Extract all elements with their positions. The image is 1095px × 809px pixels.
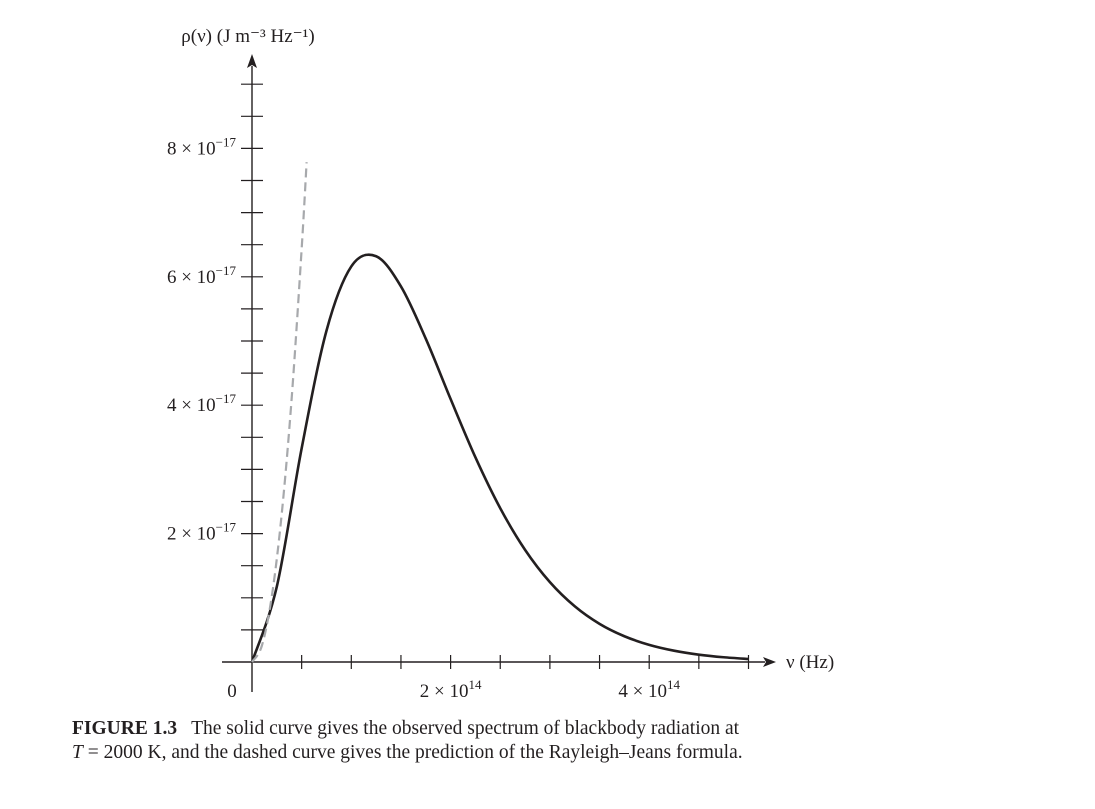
caption-text-2: = 2000 K, and the dashed curve gives the… bbox=[82, 742, 743, 763]
y-tick-label: 2 × 10−17 bbox=[167, 520, 237, 545]
y-axis-arrow-icon bbox=[247, 54, 257, 68]
tick-labels: 0 2 × 1014 4 × 1014 2 × 10−17 4 × 10−17 6 × 1… bbox=[167, 26, 834, 702]
series-group bbox=[250, 162, 749, 663]
x-axis-label: ν (Hz) bbox=[786, 652, 834, 673]
x-tick-label: 0 bbox=[227, 681, 237, 702]
caption-label: FIGURE 1.3 bbox=[72, 718, 178, 739]
x-tick-label: 4 × 1014 bbox=[618, 677, 680, 702]
x-tick-label: 2 × 1014 bbox=[420, 677, 482, 702]
y-tick-label: 6 × 10−17 bbox=[167, 263, 237, 288]
y-tick-label: 4 × 10−17 bbox=[167, 391, 237, 416]
axes bbox=[222, 54, 776, 692]
caption-T-symbol: T bbox=[72, 742, 83, 763]
y-axis-label: ρ(ν) (J m⁻³ Hz⁻¹) bbox=[181, 26, 314, 47]
y-tick-label: 8 × 10−17 bbox=[167, 134, 237, 159]
caption-text-1: The solid curve gives the observed spect… bbox=[191, 718, 740, 739]
rayleigh-jeans-dashed-curve bbox=[251, 162, 308, 663]
figure-caption: FIGURE 1.3 The solid curve gives the obse… bbox=[72, 717, 972, 765]
x-axis-arrow-icon bbox=[763, 657, 776, 667]
observed-spectrum-curve bbox=[250, 253, 749, 663]
